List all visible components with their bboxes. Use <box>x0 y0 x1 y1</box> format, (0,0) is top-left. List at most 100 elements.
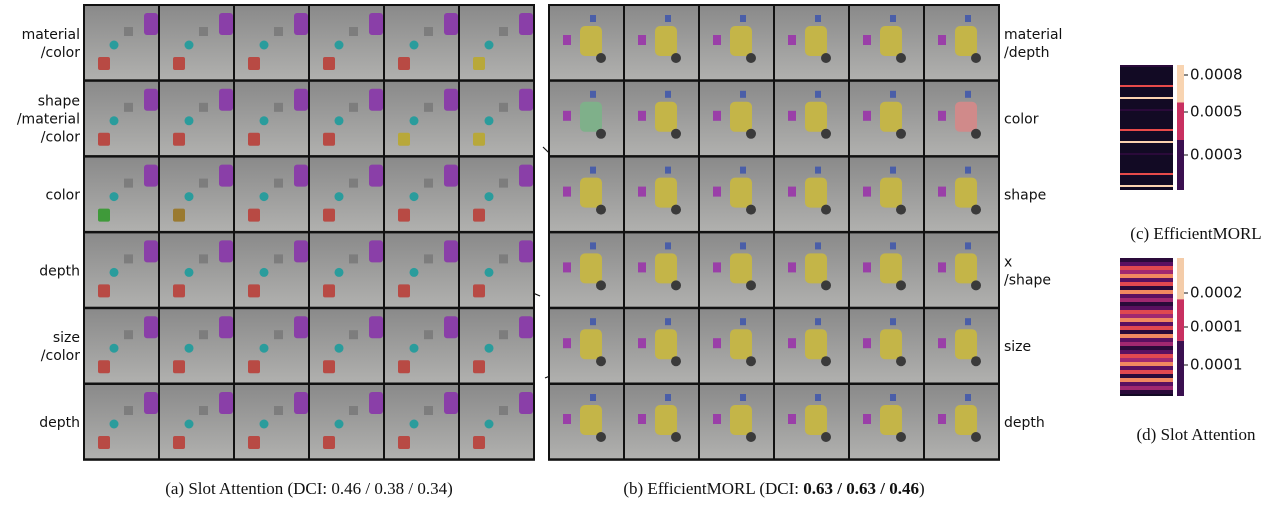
thumbnail <box>310 385 383 459</box>
purple-cube <box>713 414 721 424</box>
cyan-sphere <box>109 267 119 277</box>
row-label: /color <box>41 348 80 364</box>
cylinder <box>880 253 902 284</box>
cyan-sphere <box>334 192 344 202</box>
purple-object <box>444 240 458 263</box>
heatmap-stripe <box>1120 314 1173 318</box>
heatmap-stripe <box>1120 334 1173 338</box>
purple-cube <box>938 35 946 45</box>
front-cube <box>98 360 110 374</box>
gray-cube <box>499 27 508 36</box>
front-cube <box>323 208 335 222</box>
metal-sphere <box>671 432 681 442</box>
colorbar-caption: (c) EfficientMORL <box>1130 224 1261 243</box>
thumbnail <box>160 81 233 156</box>
gray-cube <box>499 330 508 340</box>
thumbnail <box>850 6 923 80</box>
thumbnail <box>925 309 998 383</box>
purple-object <box>294 240 308 263</box>
metal-sphere <box>596 432 606 442</box>
caption-part: (a) Slot Attention (DCI: 0.46 / 0.38 / 0… <box>165 479 453 498</box>
gray-cube <box>349 27 358 36</box>
purple-object <box>519 316 533 339</box>
metal-sphere <box>746 356 756 367</box>
heatmap-stripe <box>1120 286 1173 290</box>
thumbnail <box>85 6 158 80</box>
purple-cube <box>788 338 796 349</box>
front-cube <box>323 284 335 298</box>
gray-cube <box>199 406 208 415</box>
cyan-sphere <box>184 40 194 50</box>
thumbnail <box>310 6 383 80</box>
thumbnail <box>385 385 458 459</box>
cyan-sphere <box>109 40 119 50</box>
blue-cube <box>890 318 896 326</box>
blue-cube <box>665 318 671 326</box>
purple-object <box>444 392 458 414</box>
thumbnail <box>235 81 308 156</box>
blue-cube <box>965 242 971 250</box>
blue-cube <box>665 166 671 174</box>
front-cube <box>98 132 110 146</box>
thumbnail <box>310 309 383 383</box>
gray-cube <box>199 27 208 36</box>
blue-cube <box>590 318 596 326</box>
cylinder <box>655 253 677 284</box>
row-label: /shape <box>1004 272 1051 288</box>
heatmap-stripe <box>1120 378 1173 382</box>
purple-object <box>144 392 158 414</box>
cylinder <box>805 26 827 56</box>
cylinder <box>655 26 677 56</box>
purple-cube <box>713 110 721 121</box>
thumbnail <box>235 157 308 231</box>
heatmap-stripe <box>1120 382 1173 386</box>
purple-object <box>294 13 308 35</box>
purple-cube <box>938 414 946 424</box>
cyan-sphere <box>259 419 269 429</box>
blue-cube <box>590 166 596 174</box>
thumbnail <box>85 385 158 459</box>
blue-cube <box>590 15 596 22</box>
blue-cube <box>965 318 971 326</box>
thumbnail <box>160 157 233 231</box>
blue-cube <box>965 394 971 401</box>
metal-sphere <box>971 356 981 367</box>
cylinder <box>730 177 752 208</box>
thumbnail <box>460 385 533 459</box>
heatmap-stripe <box>1120 65 1173 67</box>
cylinder <box>580 26 602 56</box>
gray-cube <box>274 254 283 264</box>
purple-cube <box>713 186 721 197</box>
heatmap-stripe <box>1120 266 1173 270</box>
blue-cube <box>965 15 971 22</box>
purple-object <box>219 240 233 263</box>
cylinder <box>805 253 827 284</box>
row-label: material <box>22 27 80 43</box>
heatmap-stripe <box>1120 330 1173 334</box>
heatmap-stripe <box>1120 282 1173 286</box>
metal-sphere <box>896 280 906 291</box>
cyan-sphere <box>259 267 269 277</box>
heatmap-stripe <box>1120 278 1173 282</box>
scale-bar-mid <box>1177 102 1184 140</box>
purple-object <box>294 88 308 111</box>
gray-cube <box>424 254 433 264</box>
thumbnail <box>310 81 383 156</box>
cylinder <box>580 177 602 208</box>
thumbnail <box>625 157 698 231</box>
blue-cube <box>590 90 596 98</box>
gray-cube <box>499 178 508 188</box>
purple-cube <box>863 414 871 424</box>
tick-label: 0.0001 <box>1190 356 1243 374</box>
purple-object <box>519 13 533 35</box>
thumbnail <box>460 309 533 383</box>
thumbnail <box>700 6 773 80</box>
front-cube <box>248 57 260 70</box>
thumbnail <box>850 157 923 231</box>
purple-cube <box>788 110 796 121</box>
purple-object <box>444 88 458 111</box>
purple-cube <box>638 110 646 121</box>
heatmap-stripe <box>1120 97 1173 99</box>
purple-cube <box>713 338 721 349</box>
